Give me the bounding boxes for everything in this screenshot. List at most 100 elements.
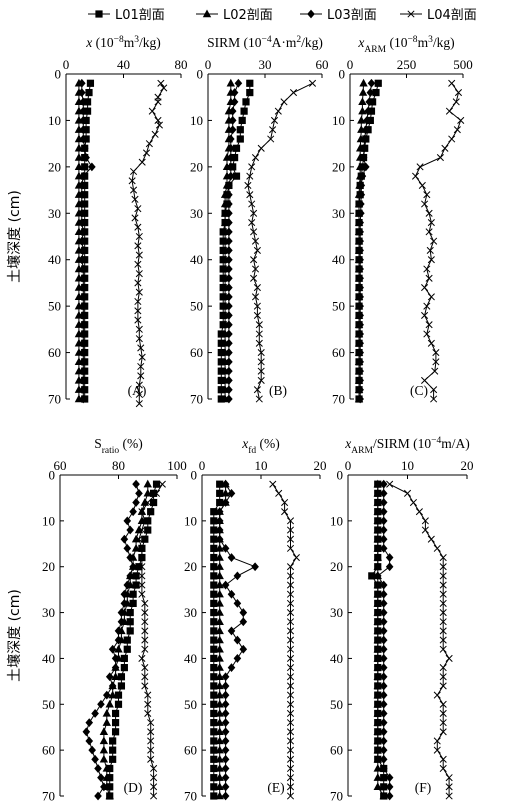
- data-point: [257, 349, 265, 357]
- data-point: [141, 636, 149, 644]
- data-point: [425, 228, 433, 236]
- y-tick-label: 40: [184, 651, 197, 666]
- data-point: [102, 708, 111, 717]
- data-point: [111, 672, 120, 680]
- data-point: [228, 125, 237, 135]
- data-point: [210, 764, 218, 773]
- data-point: [221, 773, 230, 783]
- data-point: [210, 783, 218, 791]
- data-point: [286, 792, 295, 800]
- x-tick-label: 80: [112, 458, 125, 473]
- data-point: [248, 200, 256, 208]
- data-point: [286, 645, 295, 653]
- data-point: [105, 699, 114, 708]
- y-tick-label: 10: [48, 113, 61, 128]
- data-point: [225, 385, 233, 395]
- legend-item-4: L04剖面: [400, 8, 477, 23]
- data-point: [439, 728, 447, 736]
- data-point: [379, 736, 388, 746]
- data-point: [79, 376, 88, 385]
- data-point: [423, 330, 431, 338]
- data-point: [210, 737, 218, 745]
- data-point: [215, 626, 224, 635]
- data-point: [379, 644, 388, 654]
- y-tick-label: 60: [42, 743, 55, 758]
- data-point: [135, 335, 143, 343]
- data-point: [225, 273, 233, 283]
- data-point: [120, 654, 128, 663]
- data-point: [379, 498, 388, 507]
- legend-marker-triangle: [202, 9, 212, 18]
- data-point: [356, 394, 364, 404]
- data-point: [221, 672, 230, 682]
- data-point: [78, 88, 86, 97]
- data-point: [94, 764, 102, 773]
- data-point: [215, 635, 224, 644]
- data-point: [215, 745, 224, 754]
- data-point: [106, 783, 114, 791]
- data-point: [117, 608, 126, 617]
- data-point: [385, 562, 394, 572]
- x-tick-label: 60: [316, 57, 329, 72]
- data-point: [373, 754, 382, 763]
- data-point: [359, 78, 368, 87]
- data-point: [221, 764, 230, 773]
- series-diamond: [78, 78, 96, 404]
- data-point: [129, 562, 137, 572]
- data-point: [373, 763, 382, 772]
- data-point: [221, 709, 230, 718]
- series-cross: [244, 79, 317, 403]
- data-point: [117, 673, 126, 681]
- data-point: [126, 618, 134, 626]
- y-tick-label: 70: [184, 789, 197, 804]
- data-point: [147, 746, 155, 754]
- data-point: [281, 498, 289, 507]
- axis-title: xARM (10−8m3/kg): [357, 35, 454, 55]
- data-point: [144, 700, 152, 708]
- data-point: [286, 664, 295, 672]
- data-point: [430, 395, 438, 403]
- data-point: [78, 236, 86, 246]
- data-point: [225, 320, 233, 330]
- data-point: [373, 507, 382, 515]
- panel-b: 0 30 60 0 10 20 30 40 50 60 70 SIRM (10−4A·m2/kg) (B…: [190, 35, 329, 407]
- data-point: [135, 535, 143, 543]
- data-point: [374, 79, 382, 87]
- data-point: [372, 88, 380, 97]
- y-tick-label: 0: [191, 468, 198, 483]
- data-point: [210, 590, 218, 598]
- data-point: [356, 366, 364, 376]
- y-tick-label: 20: [332, 159, 345, 174]
- data-point: [99, 736, 109, 745]
- y-tick-label: 50: [48, 299, 61, 314]
- data-point: [145, 140, 153, 148]
- data-point: [126, 608, 134, 617]
- data-point: [78, 208, 86, 218]
- data-point: [210, 544, 218, 552]
- data-point: [103, 690, 111, 700]
- data-point: [79, 329, 88, 339]
- data-point: [109, 746, 117, 754]
- data-point: [453, 126, 461, 134]
- data-point: [217, 376, 225, 385]
- y-tick-label: 0: [49, 468, 56, 483]
- data-point: [355, 162, 365, 171]
- data-point: [221, 690, 230, 700]
- panel-label: (B): [269, 383, 287, 398]
- data-point: [373, 626, 382, 635]
- y-tick-label: 60: [190, 345, 203, 360]
- data-point: [356, 329, 364, 339]
- data-point: [286, 691, 295, 699]
- series-cross: [135, 480, 166, 800]
- data-point: [286, 719, 295, 727]
- data-point: [85, 88, 93, 97]
- data-point: [225, 264, 233, 274]
- data-point: [147, 755, 155, 763]
- chart-panels: 0 40 80 0 10 20 30 40 50 60 70 x (10−8m3/kg) 土壤深度 (c…: [6, 35, 474, 804]
- data-point: [138, 654, 146, 662]
- data-point: [221, 745, 230, 755]
- data-point: [210, 700, 218, 708]
- data-point: [82, 727, 91, 737]
- panel-label: (E): [267, 780, 284, 795]
